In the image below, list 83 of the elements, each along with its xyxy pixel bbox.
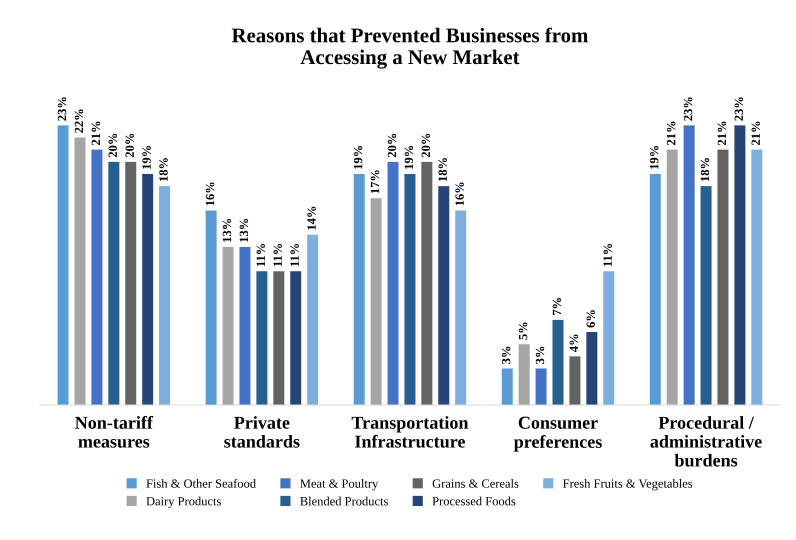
data-label: 18% xyxy=(700,158,710,181)
bar xyxy=(206,210,217,405)
bar xyxy=(388,162,399,405)
data-label: 14% xyxy=(307,206,316,230)
data-label: 13% xyxy=(240,218,248,242)
bar xyxy=(502,368,513,405)
bar xyxy=(91,150,102,405)
data-label: 23% xyxy=(58,97,66,121)
data-label: 11% xyxy=(290,244,299,266)
x-tick-label: Non-tariff measures xyxy=(75,416,154,448)
bar xyxy=(58,125,69,405)
bar xyxy=(354,174,365,405)
data-label: 20% xyxy=(422,134,430,158)
data-label: 20% xyxy=(108,134,117,158)
bar xyxy=(370,198,382,405)
data-label: 18% xyxy=(438,158,447,181)
data-label: 19% xyxy=(354,146,362,169)
legend-label: Meat & Poultry xyxy=(300,478,378,490)
data-label: 16% xyxy=(455,182,464,206)
bar xyxy=(256,271,268,405)
bar xyxy=(404,174,416,405)
data-label: 18% xyxy=(159,158,168,181)
bar xyxy=(438,186,450,405)
data-label: 11% xyxy=(274,244,282,266)
data-label: 21% xyxy=(666,122,676,145)
legend-label: Processed Foods xyxy=(432,496,516,506)
x-tick-label: Private standards xyxy=(224,416,300,448)
bar xyxy=(290,271,302,405)
data-label: 19% xyxy=(404,146,414,169)
bar xyxy=(273,271,284,405)
bar xyxy=(239,246,250,405)
data-label: 3% xyxy=(502,346,510,364)
data-label: 22% xyxy=(74,110,84,133)
data-label: 21% xyxy=(718,122,726,145)
bar xyxy=(455,210,466,405)
bar xyxy=(421,162,432,405)
bar xyxy=(700,186,712,405)
bar xyxy=(650,174,661,405)
data-label: 6% xyxy=(586,310,596,328)
bar xyxy=(603,271,614,405)
data-label: 11% xyxy=(256,244,266,266)
data-label: 7% xyxy=(552,298,562,316)
bar xyxy=(159,186,170,405)
data-label: 23% xyxy=(734,97,744,121)
bar xyxy=(684,125,695,405)
legend-label: Dairy Products xyxy=(146,496,221,508)
bar xyxy=(586,332,598,405)
legend-label: Grains & Cereals xyxy=(432,478,518,488)
data-label: 23% xyxy=(684,97,692,121)
data-label: 3% xyxy=(536,346,544,364)
data-label: 4% xyxy=(570,334,578,352)
bar xyxy=(108,162,120,405)
data-label: 11% xyxy=(603,244,612,266)
legend-label: Fresh Fruits & Vegetables xyxy=(563,478,692,490)
chart-title: Reasons that Prevented Businesses from Accessing a New Market xyxy=(232,28,588,69)
bar xyxy=(518,344,530,405)
x-tick-label: Procedural / administrative burdens xyxy=(650,416,762,467)
legend-label: Fish & Other Seafood xyxy=(146,478,256,488)
data-label: 17% xyxy=(370,170,380,194)
legend-label: Blended Products xyxy=(300,496,388,506)
bar xyxy=(666,150,678,405)
data-label: 21% xyxy=(752,122,760,145)
bar xyxy=(552,320,564,405)
data-label: 20% xyxy=(125,134,134,158)
bar xyxy=(569,356,580,405)
bar xyxy=(125,162,136,405)
x-tick-label: Transportation Infrastructure xyxy=(352,416,468,448)
bar xyxy=(74,138,86,405)
data-label: 19% xyxy=(650,146,658,169)
data-label: 19% xyxy=(142,146,151,169)
data-label: 20% xyxy=(388,134,396,158)
data-label: 13% xyxy=(222,218,232,242)
bar xyxy=(222,246,234,405)
data-label: 5% xyxy=(518,322,528,340)
bar xyxy=(142,174,154,405)
bar xyxy=(536,368,547,405)
bar xyxy=(717,150,728,405)
bar xyxy=(307,234,318,405)
data-label: 16% xyxy=(206,182,214,206)
x-tick-label: Consumer preferences xyxy=(514,416,602,452)
bar xyxy=(751,150,762,405)
data-label: 21% xyxy=(92,122,100,145)
bar xyxy=(734,125,746,405)
